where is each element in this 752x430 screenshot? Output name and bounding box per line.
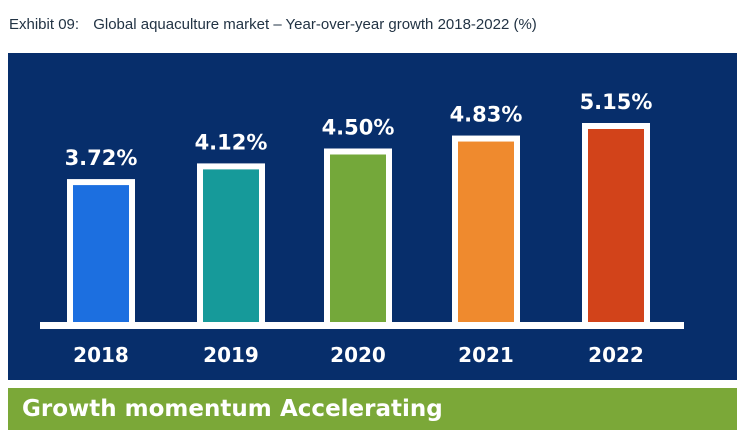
value-label-2019: 4.12% [195,130,268,154]
bar-chart: 3.72% 2018 4.12% 2019 4.50% 2020 4.83% 2021 5.15… [40,90,684,367]
growth-momentum-label: Growth momentum [22,396,272,422]
exhibit-label: Exhibit 09: [9,16,80,33]
bar-2019 [203,169,259,325]
x-tick-label-2020: 2020 [330,343,386,367]
growth-momentum-value: Accelerating [280,396,443,422]
value-label-2021: 4.83% [450,103,523,127]
bar-2018 [73,185,129,325]
bar-2021 [458,141,514,325]
chart-title-line: Exhibit 09: Global aquaculture market – … [9,16,537,33]
growth-momentum-banner: Growth momentum Accelerating [8,388,737,430]
x-tick-label-2022: 2022 [588,343,644,367]
value-label-2022: 5.15% [580,90,653,114]
bar-2022 [588,129,644,325]
value-label-2018: 3.72% [65,146,138,170]
x-tick-label-2018: 2018 [73,343,129,367]
bar-2020 [330,154,386,325]
chart-title: Global aquaculture market – Year-over-ye… [93,16,537,33]
x-tick-label-2021: 2021 [458,343,514,367]
x-axis-line [40,322,684,329]
x-tick-label-2019: 2019 [203,343,259,367]
value-label-2020: 4.50% [322,115,395,139]
